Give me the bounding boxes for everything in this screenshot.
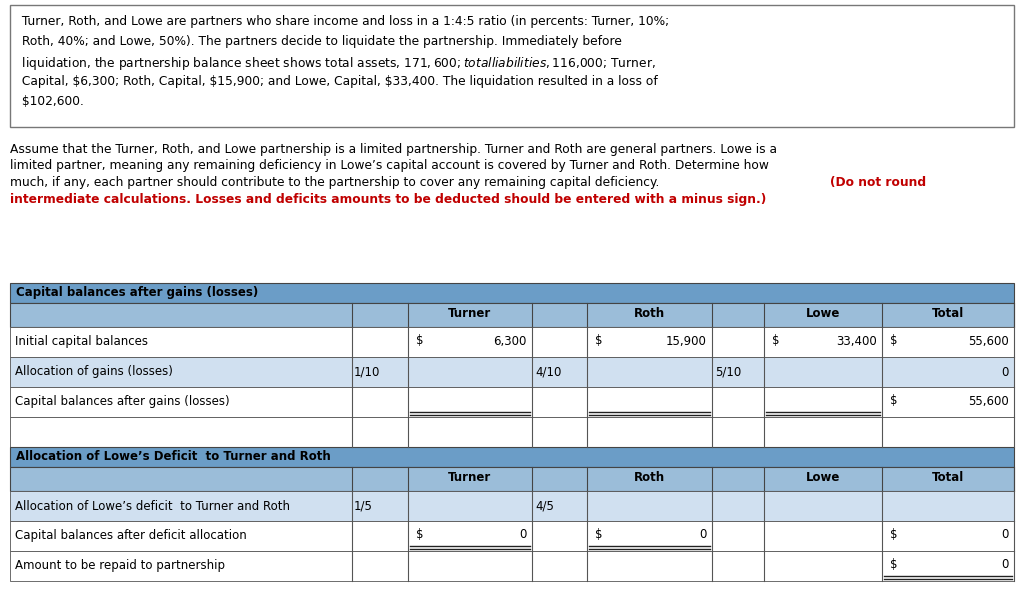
Text: 4/5: 4/5 <box>535 500 554 512</box>
Text: Turner: Turner <box>449 307 492 320</box>
Bar <box>10 357 1014 387</box>
Text: Allocation of gains (losses): Allocation of gains (losses) <box>15 365 173 378</box>
Text: Turner, Roth, and Lowe are partners who share income and loss in a 1:4:5 ratio (: Turner, Roth, and Lowe are partners who … <box>18 15 669 28</box>
Text: $: $ <box>890 335 897 348</box>
Text: 6,300: 6,300 <box>494 335 527 348</box>
Bar <box>10 491 1014 521</box>
Text: 55,600: 55,600 <box>969 335 1009 348</box>
Text: Capital balances after deficit allocation: Capital balances after deficit allocatio… <box>15 530 247 543</box>
Text: $102,600.: $102,600. <box>18 95 84 108</box>
Text: Total: Total <box>932 307 965 320</box>
Text: Allocation of Lowe’s Deficit  to Turner and Roth: Allocation of Lowe’s Deficit to Turner a… <box>16 450 331 463</box>
Text: 33,400: 33,400 <box>837 335 877 348</box>
Text: Allocation of Lowe’s deficit  to Turner and Roth: Allocation of Lowe’s deficit to Turner a… <box>15 500 290 512</box>
Text: Lowe: Lowe <box>806 471 840 484</box>
Text: Capital, $6,300; Roth, Capital, $15,900; and Lowe, Capital, $33,400. The liquida: Capital, $6,300; Roth, Capital, $15,900;… <box>18 75 657 88</box>
Text: intermediate calculations. Losses and deficits amounts to be deducted should be : intermediate calculations. Losses and de… <box>10 192 766 205</box>
Text: 1/5: 1/5 <box>354 500 373 512</box>
Bar <box>10 283 1014 303</box>
Bar <box>10 521 1014 551</box>
Text: Turner: Turner <box>449 471 492 484</box>
Bar <box>10 387 1014 417</box>
Text: 0: 0 <box>1001 558 1009 571</box>
Bar <box>10 467 1014 491</box>
Text: 0: 0 <box>699 528 707 541</box>
Text: $: $ <box>890 558 897 571</box>
Text: $: $ <box>416 335 424 348</box>
Text: 1/10: 1/10 <box>354 365 380 378</box>
Text: $: $ <box>890 395 897 408</box>
Text: Capital balances after gains (losses): Capital balances after gains (losses) <box>16 286 258 299</box>
Bar <box>10 303 1014 327</box>
Text: Capital balances after gains (losses): Capital balances after gains (losses) <box>15 395 229 408</box>
Bar <box>10 447 1014 467</box>
Text: 0: 0 <box>1001 365 1009 378</box>
Text: liquidation, the partnership balance sheet shows total assets, $171,600; total l: liquidation, the partnership balance she… <box>18 55 655 72</box>
Text: Lowe: Lowe <box>806 307 840 320</box>
Text: Roth: Roth <box>634 471 665 484</box>
Text: Total: Total <box>932 471 965 484</box>
Text: $: $ <box>595 528 602 541</box>
Text: 4/10: 4/10 <box>535 365 561 378</box>
Text: 15,900: 15,900 <box>667 335 707 348</box>
Text: Initial capital balances: Initial capital balances <box>15 335 148 349</box>
Text: $: $ <box>890 528 897 541</box>
Bar <box>10 327 1014 357</box>
Text: 0: 0 <box>519 528 527 541</box>
Text: Amount to be repaid to partnership: Amount to be repaid to partnership <box>15 560 225 573</box>
Bar <box>10 551 1014 581</box>
Bar <box>10 417 1014 447</box>
Text: limited partner, meaning any remaining deficiency in Lowe’s capital account is c: limited partner, meaning any remaining d… <box>10 159 769 172</box>
Text: $: $ <box>416 528 424 541</box>
Bar <box>10 5 1014 127</box>
Text: 55,600: 55,600 <box>969 395 1009 408</box>
Text: $: $ <box>772 335 779 348</box>
Text: much, if any, each partner should contribute to the partnership to cover any rem: much, if any, each partner should contri… <box>10 176 664 189</box>
Text: Roth: Roth <box>634 307 665 320</box>
Text: Assume that the Turner, Roth, and Lowe partnership is a limited partnership. Tur: Assume that the Turner, Roth, and Lowe p… <box>10 143 777 156</box>
Text: $: $ <box>595 335 602 348</box>
Text: (Do not round: (Do not round <box>830 176 926 189</box>
Text: 0: 0 <box>1001 528 1009 541</box>
Text: 5/10: 5/10 <box>715 365 741 378</box>
Text: Roth, 40%; and Lowe, 50%). The partners decide to liquidate the partnership. Imm: Roth, 40%; and Lowe, 50%). The partners … <box>18 35 622 48</box>
